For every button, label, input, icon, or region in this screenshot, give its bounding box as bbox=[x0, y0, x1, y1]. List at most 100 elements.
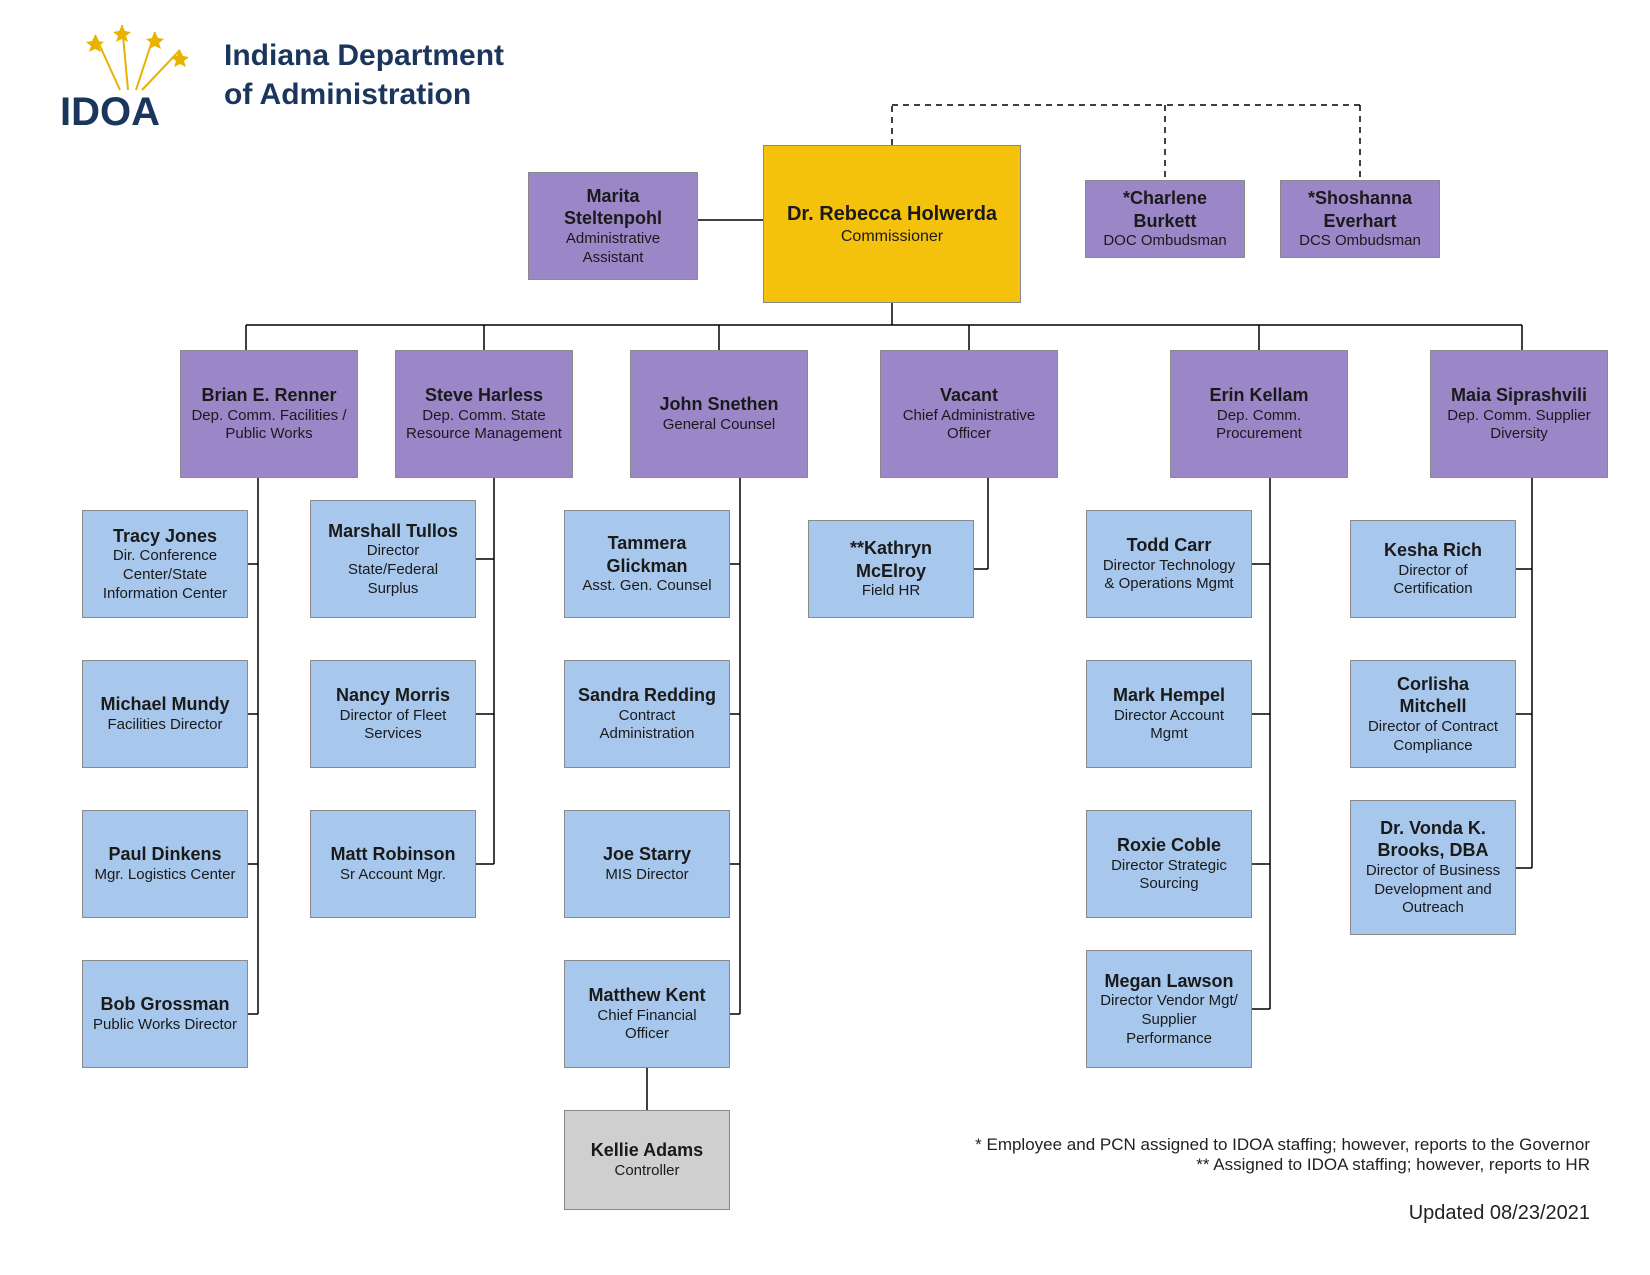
node-title: Director of Business Development and Out… bbox=[1361, 862, 1505, 918]
idoa-logo: IDOA bbox=[60, 20, 200, 130]
node-title: Chief Administrative Officer bbox=[891, 407, 1047, 445]
node-title: Chief Financial Officer bbox=[575, 1007, 719, 1045]
node-title: MIS Director bbox=[605, 866, 688, 885]
node-title: DCS Ombudsman bbox=[1299, 232, 1421, 251]
node-name: John Snethen bbox=[659, 393, 778, 416]
node-title: Facilities Director bbox=[107, 716, 222, 735]
node-r3: Matt RobinsonSr Account Mgr. bbox=[310, 810, 476, 918]
node-name: *Shoshanna Everhart bbox=[1291, 187, 1429, 232]
node-title: Commissioner bbox=[841, 227, 943, 247]
page-title: Indiana Department of Administration bbox=[224, 36, 504, 114]
node-f3: Paul DinkensMgr. Logistics Center bbox=[82, 810, 248, 918]
node-name: Megan Lawson bbox=[1104, 970, 1233, 993]
node-name: Kesha Rich bbox=[1384, 539, 1482, 562]
node-name: Marita Steltenpohl bbox=[539, 185, 687, 230]
node-p1: Todd CarrDirector Technology & Operation… bbox=[1086, 510, 1252, 618]
node-f2: Michael MundyFacilities Director bbox=[82, 660, 248, 768]
node-title: Director Account Mgmt bbox=[1097, 707, 1241, 745]
node-name: Kellie Adams bbox=[591, 1139, 703, 1162]
node-g2: Sandra ReddingContract Administration bbox=[564, 660, 730, 768]
node-d3: Dr. Vonda K. Brooks, DBADirector of Busi… bbox=[1350, 800, 1516, 935]
node-title: General Counsel bbox=[663, 416, 776, 435]
node-commissioner: Dr. Rebecca HolwerdaCommissioner bbox=[763, 145, 1021, 303]
node-gen_counsel: John SnethenGeneral Counsel bbox=[630, 350, 808, 478]
node-g5: Kellie AdamsController bbox=[564, 1110, 730, 1210]
node-title: Dep. Comm. State Resource Management bbox=[406, 407, 562, 445]
node-name: Roxie Coble bbox=[1117, 834, 1221, 857]
node-title: Dir. Conference Center/State Information… bbox=[93, 547, 237, 603]
node-title: Controller bbox=[614, 1162, 679, 1181]
node-title: Asst. Gen. Counsel bbox=[582, 577, 711, 596]
logo-text: IDOA bbox=[60, 90, 160, 130]
footnote-1: * Employee and PCN assigned to IDOA staf… bbox=[975, 1135, 1590, 1155]
node-name: Maia Siprashvili bbox=[1451, 384, 1587, 407]
node-r1: Marshall TullosDirector State/Federal Su… bbox=[310, 500, 476, 618]
node-d2: Corlisha MitchellDirector of Contract Co… bbox=[1350, 660, 1516, 768]
node-name: Sandra Redding bbox=[578, 684, 716, 707]
node-title: Administrative Assistant bbox=[539, 230, 687, 268]
node-name: Matt Robinson bbox=[331, 843, 456, 866]
node-p3: Roxie CobleDirector Strategic Sourcing bbox=[1086, 810, 1252, 918]
node-doc_omb: *Charlene BurkettDOC Ombudsman bbox=[1085, 180, 1245, 258]
node-name: Paul Dinkens bbox=[108, 843, 221, 866]
node-name: Corlisha Mitchell bbox=[1361, 673, 1505, 718]
node-cao: VacantChief Administrative Officer bbox=[880, 350, 1058, 478]
node-assistant: Marita SteltenpohlAdministrative Assista… bbox=[528, 172, 698, 280]
node-title: Director Vendor Mgt/ Supplier Performanc… bbox=[1097, 992, 1241, 1048]
node-name: Tracy Jones bbox=[113, 525, 217, 548]
node-title: Sr Account Mgr. bbox=[340, 866, 446, 885]
updated-date: Updated 08/23/2021 bbox=[1409, 1202, 1590, 1225]
node-name: Todd Carr bbox=[1127, 534, 1212, 557]
node-name: Bob Grossman bbox=[100, 993, 229, 1016]
node-c1: **Kathryn McElroyField HR bbox=[808, 520, 974, 618]
node-title: Mgr. Logistics Center bbox=[95, 866, 236, 885]
node-title: Field HR bbox=[862, 582, 920, 601]
page-header: IDOA Indiana Department of Administratio… bbox=[60, 20, 504, 130]
title-line1: Indiana Department bbox=[224, 36, 504, 75]
node-title: DOC Ombudsman bbox=[1103, 232, 1226, 251]
node-p4: Megan LawsonDirector Vendor Mgt/ Supplie… bbox=[1086, 950, 1252, 1068]
node-f4: Bob GrossmanPublic Works Director bbox=[82, 960, 248, 1068]
node-dep_resource: Steve HarlessDep. Comm. State Resource M… bbox=[395, 350, 573, 478]
node-dcs_omb: *Shoshanna EverhartDCS Ombudsman bbox=[1280, 180, 1440, 258]
node-name: *Charlene Burkett bbox=[1096, 187, 1234, 232]
node-title: Dep. Comm. Procurement bbox=[1181, 407, 1337, 445]
node-f1: Tracy JonesDir. Conference Center/State … bbox=[82, 510, 248, 618]
node-g1: Tammera GlickmanAsst. Gen. Counsel bbox=[564, 510, 730, 618]
node-title: Contract Administration bbox=[575, 707, 719, 745]
node-name: Nancy Morris bbox=[336, 684, 450, 707]
node-p2: Mark HempelDirector Account Mgmt bbox=[1086, 660, 1252, 768]
node-name: Mark Hempel bbox=[1113, 684, 1225, 707]
node-name: Dr. Rebecca Holwerda bbox=[787, 202, 997, 227]
node-name: Tammera Glickman bbox=[575, 532, 719, 577]
node-r2: Nancy MorrisDirector of Fleet Services bbox=[310, 660, 476, 768]
node-name: **Kathryn McElroy bbox=[819, 537, 963, 582]
node-title: Director State/Federal Surplus bbox=[321, 542, 465, 598]
node-title: Dep. Comm. Facilities / Public Works bbox=[191, 407, 347, 445]
node-title: Dep. Comm. Supplier Diversity bbox=[1441, 407, 1597, 445]
node-title: Director Strategic Sourcing bbox=[1097, 857, 1241, 895]
org-chart: IDOA Indiana Department of Administratio… bbox=[0, 0, 1650, 1275]
node-name: Vacant bbox=[940, 384, 998, 407]
node-title: Director of Certification bbox=[1361, 562, 1505, 600]
node-title: Director of Fleet Services bbox=[321, 707, 465, 745]
node-dep_diversity: Maia SiprashviliDep. Comm. Supplier Dive… bbox=[1430, 350, 1608, 478]
node-name: Steve Harless bbox=[425, 384, 543, 407]
node-title: Director Technology & Operations Mgmt bbox=[1097, 557, 1241, 595]
title-line2: of Administration bbox=[224, 75, 504, 114]
footnotes: * Employee and PCN assigned to IDOA staf… bbox=[975, 1135, 1590, 1175]
node-name: Marshall Tullos bbox=[328, 520, 458, 543]
node-dep_procure: Erin KellamDep. Comm. Procurement bbox=[1170, 350, 1348, 478]
node-d1: Kesha RichDirector of Certification bbox=[1350, 520, 1516, 618]
node-name: Matthew Kent bbox=[589, 984, 706, 1007]
node-g4: Matthew KentChief Financial Officer bbox=[564, 960, 730, 1068]
node-g3: Joe StarryMIS Director bbox=[564, 810, 730, 918]
node-name: Erin Kellam bbox=[1209, 384, 1308, 407]
node-title: Public Works Director bbox=[93, 1016, 237, 1035]
node-name: Brian E. Renner bbox=[201, 384, 336, 407]
node-dep_facilities: Brian E. RennerDep. Comm. Facilities / P… bbox=[180, 350, 358, 478]
node-title: Director of Contract Compliance bbox=[1361, 718, 1505, 756]
node-name: Dr. Vonda K. Brooks, DBA bbox=[1361, 817, 1505, 862]
footnote-2: ** Assigned to IDOA staffing; however, r… bbox=[975, 1155, 1590, 1175]
node-name: Michael Mundy bbox=[100, 693, 229, 716]
